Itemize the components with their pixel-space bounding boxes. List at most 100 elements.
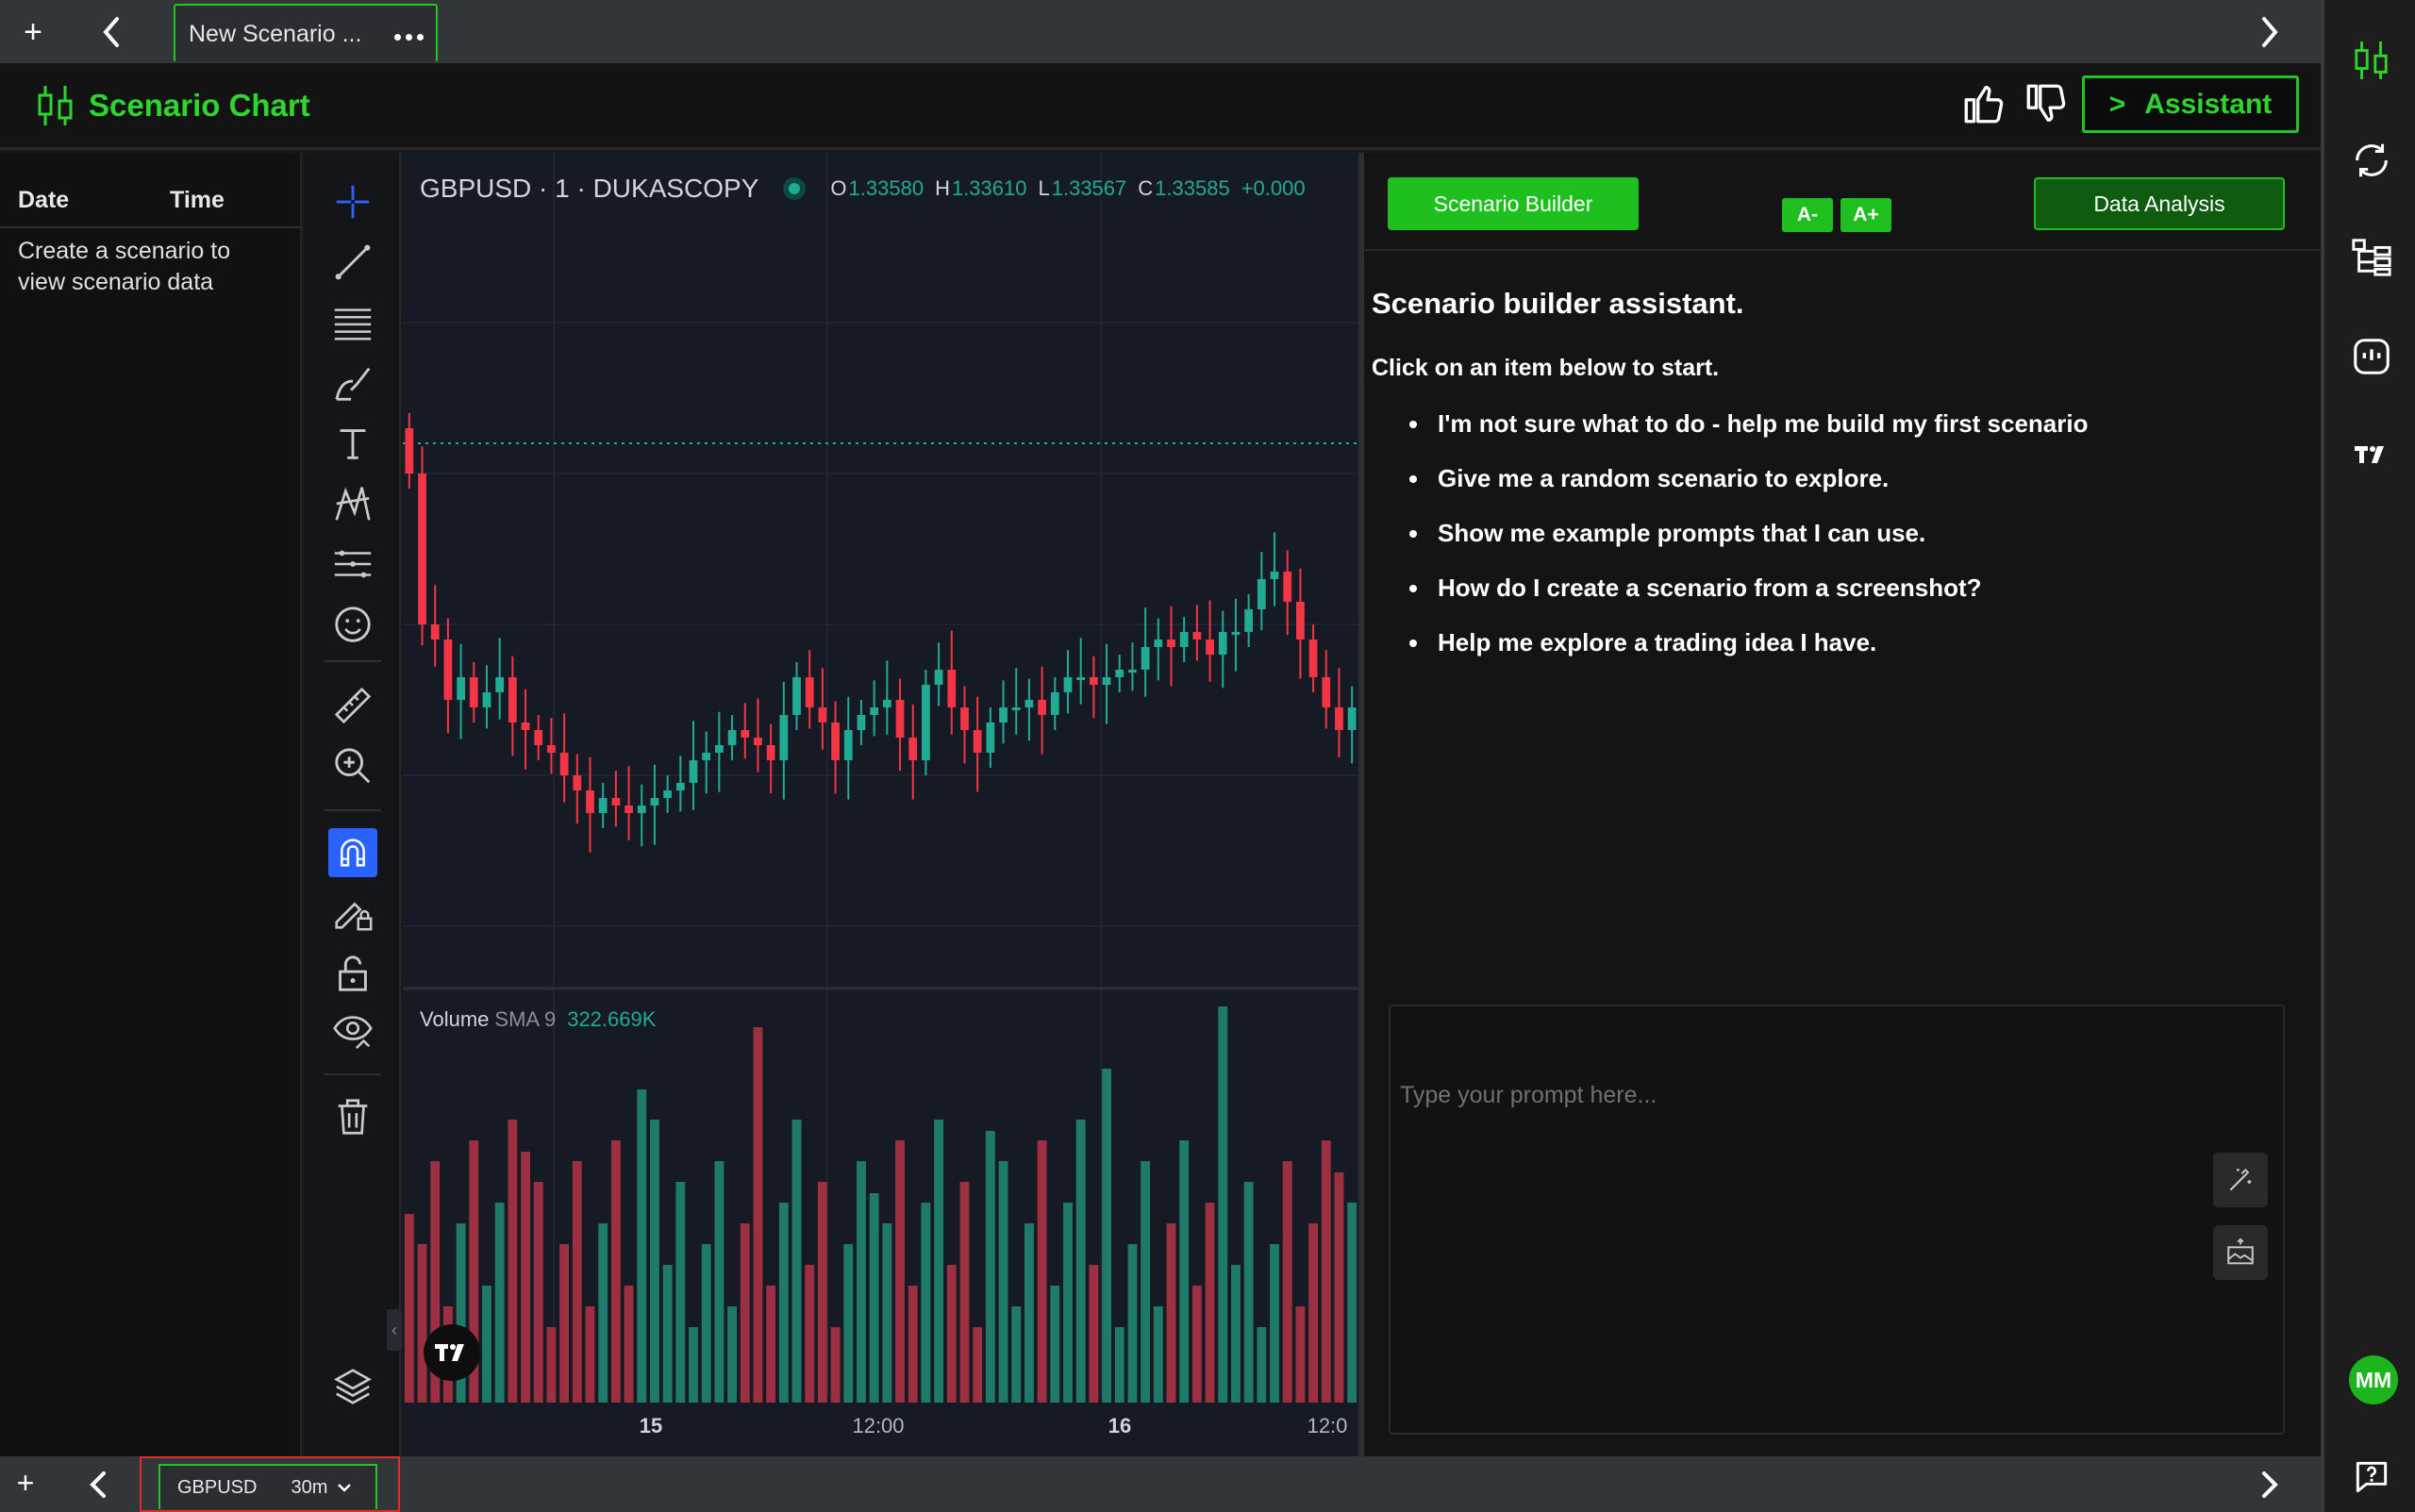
magic-wand-icon[interactable]: [2213, 1153, 2268, 1207]
scenario-tab[interactable]: New Scenario ...: [174, 4, 438, 61]
layers-icon[interactable]: [328, 1362, 377, 1411]
volume-bar: [1334, 1172, 1344, 1403]
bot-icon[interactable]: [2347, 332, 2396, 381]
lock-icon[interactable]: [328, 949, 377, 998]
suggestion-item[interactable]: Help me explore a trading idea I have.: [1409, 628, 2089, 683]
emoji-icon[interactable]: [328, 600, 377, 649]
suggestion-item[interactable]: How do I create a scenario from a screen…: [1409, 573, 2089, 628]
x-axis-label: 12:00: [852, 1414, 905, 1437]
text-icon[interactable]: [328, 419, 377, 468]
help-icon[interactable]: [2347, 1453, 2396, 1502]
panel-divider[interactable]: [1358, 153, 1364, 1456]
volume-bar: [1257, 1327, 1267, 1403]
chart-canvas[interactable]: [403, 153, 1358, 1456]
empty-state-message: Create a scenario to view scenario data: [18, 238, 231, 295]
column-header-time[interactable]: Time: [170, 187, 225, 213]
symbol-label: GBPUSD: [177, 1476, 258, 1498]
x-axis-label: 15: [639, 1414, 663, 1437]
volume-bar: [959, 1182, 970, 1403]
volume-bar: [998, 1161, 1008, 1403]
thumbs-down-icon[interactable]: [2023, 80, 2070, 127]
chevron-left-icon[interactable]: [81, 1462, 115, 1507]
font-increase-button[interactable]: A+: [1840, 198, 1891, 232]
tradingview-logo-icon[interactable]: [424, 1324, 480, 1381]
volume-legend[interactable]: Volume SMA 9 322.669K: [420, 1007, 656, 1032]
chevron-right-icon[interactable]: [2253, 8, 2287, 57]
volume-bar: [469, 1140, 479, 1403]
ohlc-value: 1.33567: [1051, 176, 1127, 200]
volume-bar: [559, 1244, 570, 1403]
more-icon[interactable]: [394, 34, 424, 41]
chevron-left-icon[interactable]: [94, 8, 128, 57]
scenario-builder-button[interactable]: Scenario Builder: [1388, 177, 1639, 230]
prompt-placeholder: Type your prompt here...: [1400, 1082, 1657, 1108]
volume-bar: [1308, 1223, 1319, 1403]
candle-body: [611, 798, 621, 806]
symbol-label[interactable]: GBPUSD · 1 · DUKASCOPY: [420, 174, 759, 203]
pattern-icon[interactable]: [328, 479, 377, 528]
ruler-icon[interactable]: [328, 681, 377, 730]
candle-body: [534, 730, 543, 745]
volume-bar: [882, 1223, 892, 1403]
trash-icon[interactable]: [328, 1092, 377, 1141]
volume-bar: [1205, 1203, 1215, 1403]
prediction-icon[interactable]: [328, 540, 377, 589]
scenario-data-panel: Date Time Create a scenario to view scen…: [0, 153, 302, 1456]
suggestion-item[interactable]: Give me a random scenario to explore.: [1409, 464, 2089, 519]
volume-bar: [585, 1306, 595, 1403]
candle-body: [1128, 670, 1137, 673]
candles-logo-icon[interactable]: [2347, 36, 2396, 85]
volume-bar: [1191, 1286, 1202, 1403]
volume-label: Volume: [420, 1007, 490, 1031]
volume-bar: [817, 1182, 827, 1403]
eye-icon[interactable]: [328, 1005, 377, 1055]
volume-bar: [1231, 1265, 1241, 1403]
lock-draw-icon[interactable]: [328, 889, 377, 938]
crosshair-icon[interactable]: [328, 177, 377, 226]
data-analysis-button[interactable]: Data Analysis: [2034, 177, 2285, 230]
hierarchy-icon[interactable]: [2347, 232, 2396, 281]
ohlc-key: L: [1038, 176, 1050, 200]
trend-line-icon[interactable]: [328, 238, 377, 287]
column-header-date[interactable]: Date: [18, 187, 70, 213]
volume-indicator-label: SMA 9: [494, 1007, 557, 1031]
candle-body: [1089, 677, 1098, 685]
brush-icon[interactable]: [328, 358, 377, 407]
symbol-tab[interactable]: GBPUSD 30m: [158, 1464, 377, 1509]
thumbs-up-icon[interactable]: [1960, 80, 2007, 127]
add-symbol-plus-icon[interactable]: +: [16, 1466, 35, 1500]
candle-body: [922, 685, 930, 760]
ohlc-value: 1.33585: [1155, 176, 1230, 200]
symbol-tab-highlight: GBPUSD 30m: [140, 1456, 400, 1512]
toolbar-separator: [325, 809, 381, 811]
tradingview-logo-icon[interactable]: [2347, 430, 2396, 479]
fib-icon[interactable]: [328, 298, 377, 347]
candle-body: [1283, 572, 1292, 602]
zoom-in-icon[interactable]: [328, 741, 377, 790]
candle-body: [766, 745, 775, 760]
prompt-input[interactable]: Type your prompt here...: [1389, 1005, 2285, 1435]
magnet-icon[interactable]: [328, 828, 377, 877]
suggestion-item[interactable]: I'm not sure what to do - help me build …: [1409, 409, 2089, 464]
volume-bar: [727, 1306, 738, 1403]
chevron-right-icon[interactable]: [2253, 1462, 2287, 1507]
candle-body: [443, 640, 453, 700]
assistant-button[interactable]: > Assistant: [2082, 75, 2299, 133]
candle-body: [1270, 572, 1279, 579]
candle-body: [1154, 640, 1163, 647]
volume-bar: [1024, 1223, 1034, 1403]
x-axis-label: 12:0: [1307, 1414, 1348, 1437]
volume-bar: [482, 1286, 491, 1403]
user-avatar[interactable]: MM: [2349, 1355, 2398, 1404]
refresh-icon[interactable]: [2347, 136, 2396, 185]
price-chart[interactable]: GBPUSD · 1 · DUKASCOPY O1.33580 H1.33610 L…: [403, 153, 1358, 1456]
new-tab-plus-icon[interactable]: +: [24, 14, 42, 50]
volume-bar: [624, 1286, 634, 1403]
candle-body: [1011, 707, 1021, 710]
chevron-down-icon[interactable]: [335, 1478, 354, 1497]
font-decrease-button[interactable]: A-: [1782, 198, 1833, 232]
suggestion-item[interactable]: Show me example prompts that I can use.: [1409, 519, 2089, 573]
toolbar-collapse-handle[interactable]: ‹: [387, 1309, 402, 1351]
candle-body: [1335, 707, 1343, 730]
image-upload-icon[interactable]: [2213, 1225, 2268, 1280]
